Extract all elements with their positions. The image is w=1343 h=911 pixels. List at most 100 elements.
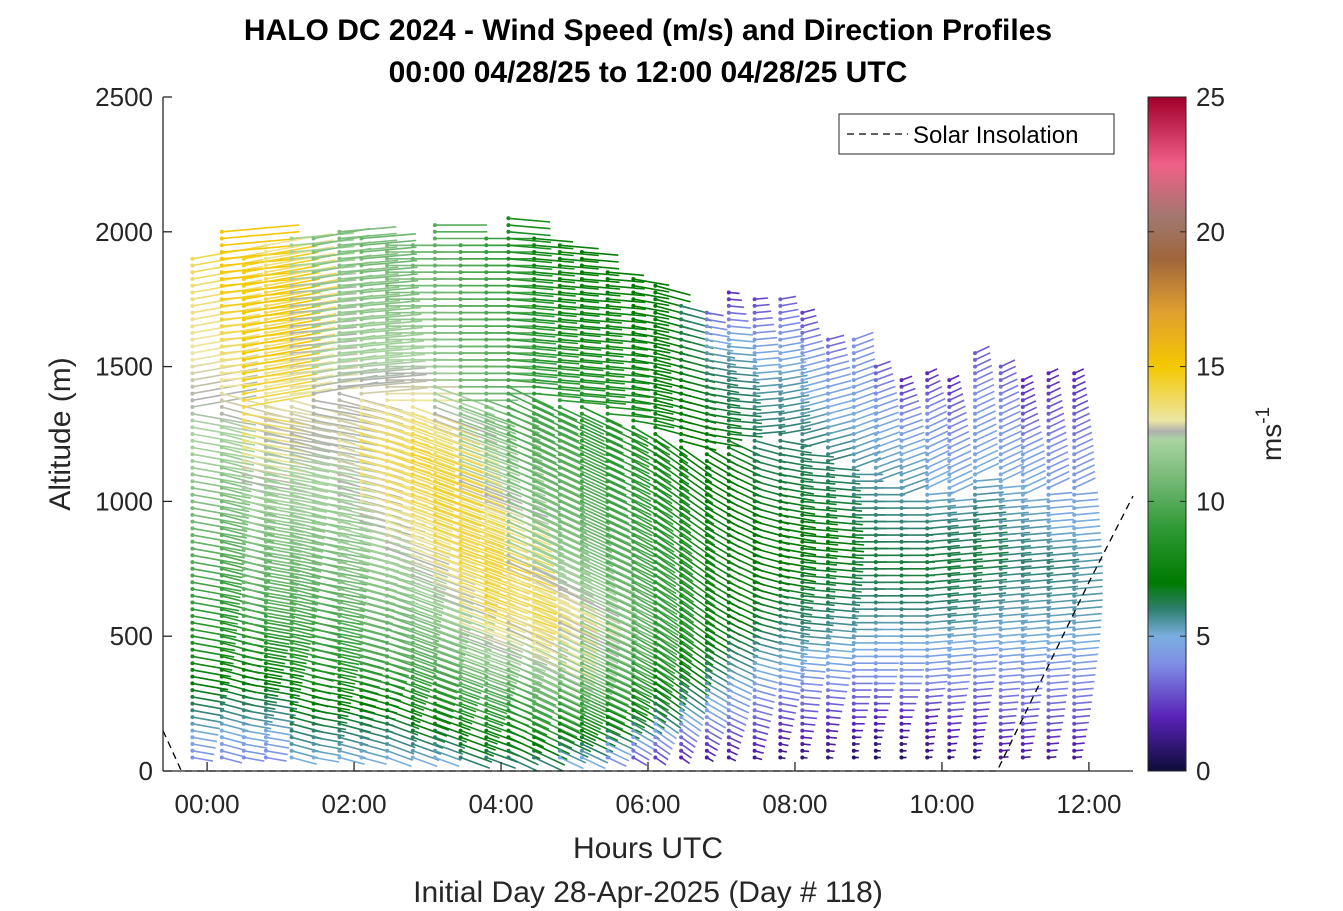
wind-vector-head [385,560,390,565]
wind-vector-head [631,357,636,362]
wind-vector-head [484,587,489,591]
wind-vector-head [289,310,294,315]
wind-vector [386,568,447,591]
wind-vector [949,551,983,557]
wind-vector-head [778,620,783,625]
wind-vector-head [605,694,610,699]
wind-vector-head [826,721,830,726]
wind-vector [386,426,454,453]
wind-vector-head [653,384,658,389]
wind-vector [1048,680,1069,685]
wind-vector-head [337,708,342,713]
wind-vector-head [605,425,610,430]
wind-vector [534,345,579,352]
wind-vector-head [998,614,1003,618]
wind-vector-head [432,539,437,544]
wind-vector-head [998,654,1003,659]
wind-vector-head [579,472,584,477]
wind-vector-head [998,634,1003,639]
wind-vector [780,480,814,488]
wind-vector [313,682,354,692]
wind-vector [633,332,670,341]
wind-vector-head [359,324,364,329]
wind-vector [581,271,620,277]
wind-vector [361,286,419,294]
wind-vector-head [579,364,584,369]
wind-vector [508,332,556,338]
wind-vector-head [484,627,489,632]
wind-vector-head [899,398,904,403]
wind-vector [386,595,443,617]
wind-vector-head [826,553,830,558]
wind-vector-head [458,674,463,679]
wind-vector-head [605,499,610,504]
wind-vector [974,619,1003,624]
wind-vector-head [704,472,709,477]
wind-vector [508,413,556,437]
wind-vector [827,615,859,620]
wind-vector [754,655,782,665]
wind-vector-head [704,317,709,322]
wind-vector-head [385,667,390,672]
wind-vector-head [947,640,952,645]
wind-vector-head [947,425,952,430]
wind-vector [901,451,927,462]
wind-vector-head [458,351,463,356]
wind-vector [974,538,1008,543]
wind-vector [339,419,405,439]
wind-vector-head [800,715,805,720]
wind-vector-head [458,688,463,693]
wind-vector-head [851,728,856,733]
wind-vector-head [337,250,342,254]
wind-vector [1022,456,1046,469]
wind-vector-head [851,459,856,463]
wind-vector-head [752,526,757,531]
wind-vector-head [289,688,294,693]
wind-vector-head [190,378,195,383]
wind-vector-head [873,566,878,571]
wind-vector-head [726,324,731,329]
wind-vector [192,574,242,586]
wind-vector [434,480,505,508]
wind-vector-head [800,378,805,383]
wind-vector [827,439,857,449]
wind-vector-head [484,378,489,383]
wind-vector-head [557,499,562,504]
wind-vector [927,694,944,698]
wind-vector-head [241,391,246,396]
wind-vector-head [410,681,415,686]
wind-vector-head [432,479,437,484]
wind-vector-head [973,600,977,605]
wind-vector-head [579,506,584,511]
wind-vector-head [219,465,224,470]
wind-vector [412,662,461,682]
wind-vector [412,426,481,453]
wind-vector-head [778,748,783,753]
wind-vector [706,439,743,448]
wind-vector-head [219,647,224,652]
wind-vector-head [557,640,562,645]
wind-vector-head [800,661,805,666]
wind-vector [728,689,752,702]
wind-vector [754,736,767,742]
wind-vector-head [241,364,246,369]
wind-vector [581,500,630,525]
wind-vector [827,682,849,686]
wind-vector-head [851,688,856,693]
wind-vector [581,473,627,496]
wind-vector [534,311,577,318]
wind-vector-head [726,512,731,517]
wind-vector-head [851,681,856,686]
wind-vector-head [925,587,930,591]
wind-vector-head [704,587,709,591]
wind-vector [291,272,356,280]
wind-vector-head [800,344,805,349]
wind-vector [802,372,827,381]
wind-vector-head [385,391,390,396]
wind-vector-head [899,492,904,497]
wind-vector-head [359,661,364,666]
wind-vector [192,286,263,300]
wind-vector-head [263,371,268,376]
wind-vector-head [579,614,584,618]
wind-vector [1022,538,1053,543]
